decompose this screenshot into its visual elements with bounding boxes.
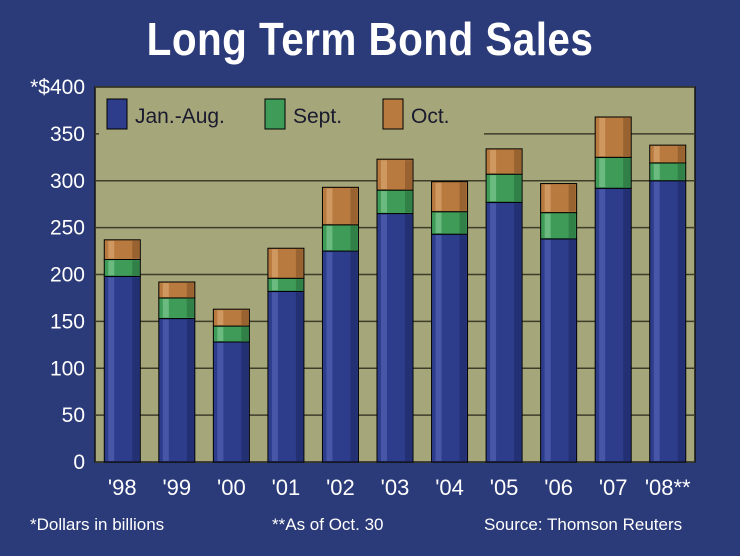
y-tick-label: 100: [50, 357, 85, 380]
x-tick-label: '04: [435, 475, 464, 500]
bar-segment: [540, 212, 578, 240]
bar-segment: [212, 341, 250, 463]
y-tick-label: 200: [50, 264, 85, 287]
legend-swatch: [264, 98, 286, 130]
y-tick-label: 50: [62, 404, 85, 427]
x-tick-label: '07: [599, 475, 628, 500]
x-tick-label: '03: [381, 475, 410, 500]
legend-swatch: [106, 98, 128, 130]
x-tick-label: '02: [326, 475, 355, 500]
bar-segment: [594, 156, 632, 189]
legend-swatch: [382, 98, 404, 130]
y-tick-label: 0: [73, 451, 85, 474]
bar-segment: [321, 224, 359, 252]
bar-segment: [212, 325, 250, 343]
bar-segment: [594, 116, 632, 158]
bar-segment: [376, 189, 414, 215]
bar-segment: [103, 275, 141, 463]
x-tick-label: '00: [217, 475, 246, 500]
bar-segment: [103, 239, 141, 260]
x-tick-label: '05: [490, 475, 519, 500]
bar-segment: [649, 180, 687, 463]
bar-segment: [158, 281, 196, 299]
footnote-source: Source: Thomson Reuters: [484, 515, 683, 534]
bar-segment: [158, 297, 196, 320]
bar-segment: [485, 173, 523, 203]
bar-segment: [540, 183, 578, 214]
y-tick-label: 250: [50, 217, 85, 240]
footnote-dollars: *Dollars in billions: [30, 515, 165, 534]
bar-segment: [485, 201, 523, 463]
bar-segment: [267, 290, 305, 463]
footnote-as-of: **As of Oct. 30: [272, 515, 384, 534]
bar-segment: [212, 308, 250, 327]
x-tick-label: '06: [544, 475, 573, 500]
legend: [99, 95, 484, 135]
y-tick-label: *$400: [30, 76, 85, 99]
bar-segment: [267, 247, 305, 279]
legend-label: Oct.: [411, 105, 450, 128]
bar-segment: [376, 158, 414, 191]
x-tick-label: '99: [162, 475, 191, 500]
bar-segment: [431, 211, 469, 235]
bar-segment: [431, 181, 469, 213]
bar-segment: [158, 318, 196, 463]
bar-segment: [594, 187, 632, 463]
bar-segment: [649, 162, 687, 182]
chart-title: Long Term Bond Sales: [146, 13, 594, 65]
y-tick-label: 350: [50, 123, 85, 146]
x-tick-label: '98: [108, 475, 137, 500]
bar-segment: [540, 238, 578, 463]
y-tick-label: 150: [50, 310, 85, 333]
bar-segment: [103, 259, 141, 277]
y-tick-label: 300: [50, 170, 85, 193]
bar-segment: [321, 186, 359, 226]
bar-segment: [321, 250, 359, 463]
legend-label: Sept.: [293, 105, 342, 128]
x-tick-label: '01: [272, 475, 301, 500]
legend-label: Jan.-Aug.: [135, 105, 225, 128]
bar-segment: [485, 148, 523, 175]
bar-segment: [267, 277, 305, 292]
x-tick-label: '08**: [645, 475, 691, 500]
bar-segment: [431, 233, 469, 463]
bar-segment: [376, 213, 414, 463]
bar-segment: [649, 144, 687, 164]
